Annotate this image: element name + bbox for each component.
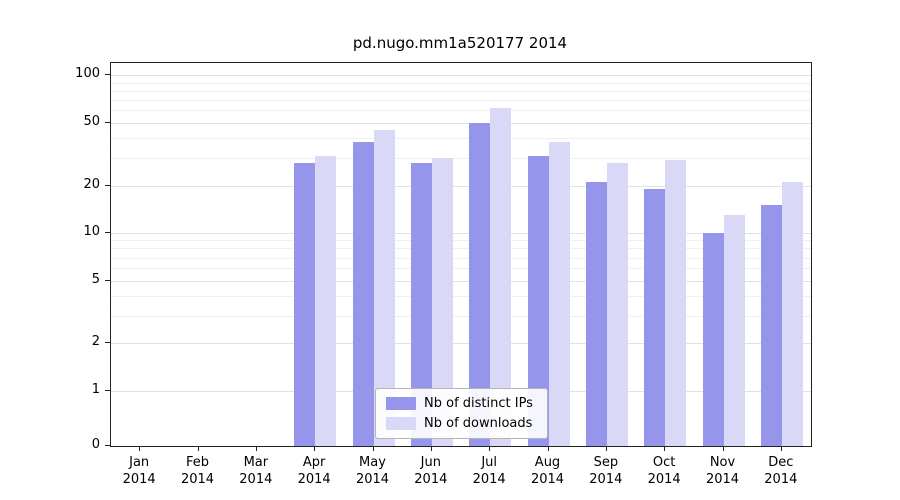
grid-line-minor — [111, 82, 811, 84]
grid-line-major — [111, 122, 811, 124]
x-tick-mark — [430, 446, 432, 451]
bar-distinct-ips — [352, 141, 374, 446]
chart-title: pd.nugo.mm1a520177 2014 — [352, 34, 568, 52]
x-tick-mark — [197, 446, 199, 451]
x-tick-mark — [139, 446, 141, 451]
grid-line-major — [111, 233, 811, 235]
legend: Nb of distinct IPs Nb of downloads — [375, 388, 548, 439]
x-tick-label: Dec 2014 — [764, 455, 798, 487]
x-tick-label: Jan 2014 — [122, 455, 156, 487]
grid-line-minor — [111, 257, 811, 259]
legend-item-distinct-ips: Nb of distinct IPs — [386, 396, 533, 411]
grid-line-major — [111, 280, 811, 282]
grid-line-major — [111, 343, 811, 345]
x-tick-mark — [372, 446, 374, 451]
y-tick-label: 0 — [91, 437, 100, 452]
x-tick-mark — [547, 446, 549, 451]
y-tick-label: 10 — [83, 224, 100, 240]
legend-label-distinct-ips: Nb of distinct IPs — [424, 396, 533, 411]
x-tick-mark — [605, 446, 607, 451]
bar-downloads — [548, 141, 570, 446]
y-tick-mark — [105, 445, 110, 446]
y-tick-mark — [105, 342, 110, 344]
y-tick-label: 50 — [83, 113, 100, 129]
bar-distinct-ips — [585, 182, 607, 446]
y-tick-label: 20 — [83, 176, 100, 192]
y-tick-label: 1 — [91, 382, 100, 397]
grid-line-minor — [111, 268, 811, 270]
x-tick-mark — [722, 446, 724, 451]
bar-downloads — [781, 182, 803, 446]
x-tick-label: Nov 2014 — [705, 455, 740, 487]
y-tick-label: 5 — [91, 271, 100, 287]
grid-line-minor — [111, 99, 811, 101]
bar-downloads — [723, 215, 745, 446]
x-tick-label: May 2014 — [355, 455, 390, 487]
bar-distinct-ips — [469, 122, 491, 446]
plot-area — [110, 62, 812, 447]
x-tick-label: Mar 2014 — [239, 455, 273, 487]
bar-distinct-ips — [702, 233, 724, 446]
grid-line-minor — [111, 248, 811, 250]
x-tick-mark — [489, 446, 491, 451]
bar-distinct-ips — [527, 155, 549, 446]
grid-line-minor — [111, 240, 811, 242]
grid-line-minor — [111, 138, 811, 140]
bar-downloads — [490, 108, 512, 446]
bar-downloads — [315, 155, 337, 446]
legend-label-downloads: Nb of downloads — [424, 416, 533, 431]
x-tick-mark — [314, 446, 316, 451]
y-tick-mark — [105, 279, 110, 281]
x-tick-mark — [255, 446, 257, 451]
grid-line-minor — [111, 157, 811, 159]
y-tick-mark — [105, 121, 110, 123]
bar-distinct-ips — [294, 162, 316, 446]
bar-downloads — [606, 162, 628, 446]
x-tick-label: Aug 2014 — [530, 455, 565, 487]
x-tick-label: Jun 2014 — [414, 455, 448, 487]
x-tick-label: Oct 2014 — [647, 455, 681, 487]
y-tick-mark — [105, 184, 110, 186]
grid-line-minor — [111, 110, 811, 112]
y-tick-mark — [105, 232, 110, 234]
bar-distinct-ips — [644, 189, 666, 446]
x-tick-mark — [664, 446, 666, 451]
grid-line-minor — [111, 315, 811, 317]
grid-line-minor — [111, 90, 811, 92]
y-tick-label: 2 — [91, 334, 100, 350]
x-tick-label: Jul 2014 — [472, 455, 506, 487]
y-tick-mark — [105, 390, 110, 391]
y-tick-label: 100 — [75, 66, 100, 82]
bar-downloads — [373, 130, 395, 446]
legend-swatch-distinct-ips — [386, 397, 416, 410]
bar-distinct-ips — [410, 162, 432, 446]
x-tick-mark — [780, 446, 782, 451]
legend-item-downloads: Nb of downloads — [386, 416, 533, 431]
legend-swatch-downloads — [386, 417, 416, 430]
grid-line-major — [111, 185, 811, 187]
bar-downloads — [431, 157, 453, 446]
grid-line-major — [111, 75, 811, 77]
bar-downloads — [665, 160, 687, 446]
x-tick-label: Feb 2014 — [180, 455, 215, 487]
y-tick-mark — [105, 74, 110, 76]
x-tick-label: Apr 2014 — [297, 455, 331, 487]
x-tick-label: Sep 2014 — [589, 455, 623, 487]
bar-distinct-ips — [760, 205, 782, 446]
grid-line-minor — [111, 295, 811, 297]
